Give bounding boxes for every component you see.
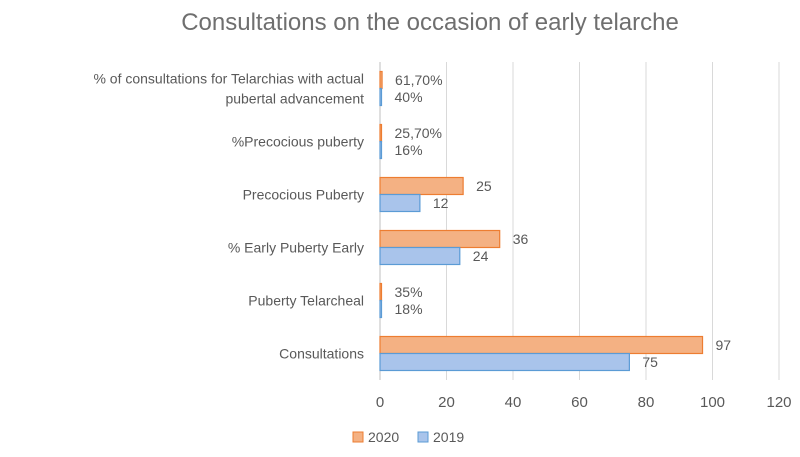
chart-title: Consultations on the occasion of early t… [181, 9, 679, 36]
bar-2019 [379, 352, 630, 372]
data-label: 18% [395, 301, 423, 317]
x-tick-label: 60 [571, 394, 588, 411]
legend-swatch-2019 [417, 431, 429, 443]
gridlines [379, 62, 780, 380]
x-tick-label: 100 [700, 394, 725, 411]
data-label: 24 [473, 248, 489, 264]
data-label: 25 [476, 178, 492, 194]
bar-2019 [379, 140, 383, 160]
bar-2020 [379, 176, 464, 196]
bar-2020 [379, 123, 383, 143]
data-label: 75 [642, 354, 658, 370]
category-label: %Precocious puberty [232, 134, 364, 150]
legend-swatch-2020 [352, 431, 364, 443]
data-label: 97 [716, 337, 732, 353]
data-label: 61,70% [395, 72, 442, 88]
data-label: 25,70% [395, 125, 442, 141]
legend-label-2019: 2019 [433, 429, 464, 445]
bar-2020 [379, 335, 704, 355]
legend: 2020 2019 [352, 429, 464, 445]
category-label: % Early Puberty Early [228, 240, 364, 256]
bar-2019 [379, 193, 421, 213]
category-label: Precocious Puberty [243, 187, 364, 203]
data-label: 16% [395, 142, 423, 158]
bar-2019 [379, 299, 383, 319]
legend-label-2020: 2020 [368, 429, 399, 445]
data-label: 12 [433, 195, 449, 211]
data-label: 36 [513, 231, 529, 247]
bar-2019 [379, 246, 461, 266]
x-tick-label: 0 [376, 394, 384, 411]
category-labels: Consultations Puberty Telarcheal % Early P… [93, 71, 364, 362]
bars [379, 70, 704, 372]
bar-2020 [379, 70, 383, 90]
bar-2019 [379, 87, 383, 107]
category-label: Puberty Telarcheal [248, 293, 364, 309]
x-axis-ticks: 0 20 40 60 80 100 120 [376, 394, 792, 411]
bar-2020 [379, 282, 383, 302]
category-label: % of consultations for Telarchias with a… [93, 71, 364, 87]
x-tick-label: 120 [766, 394, 791, 411]
data-labels: 97 75 35%18% 36 24 25 12 25,70%16% 61,70%40% [395, 72, 732, 370]
bar-2020 [379, 229, 501, 249]
category-label: Consultations [279, 346, 364, 362]
category-label: pubertal advancement [225, 91, 364, 107]
x-tick-label: 20 [438, 394, 455, 411]
data-label: 40% [395, 89, 423, 105]
x-tick-label: 40 [505, 394, 522, 411]
data-label: 35% [395, 284, 423, 300]
x-tick-label: 80 [638, 394, 655, 411]
